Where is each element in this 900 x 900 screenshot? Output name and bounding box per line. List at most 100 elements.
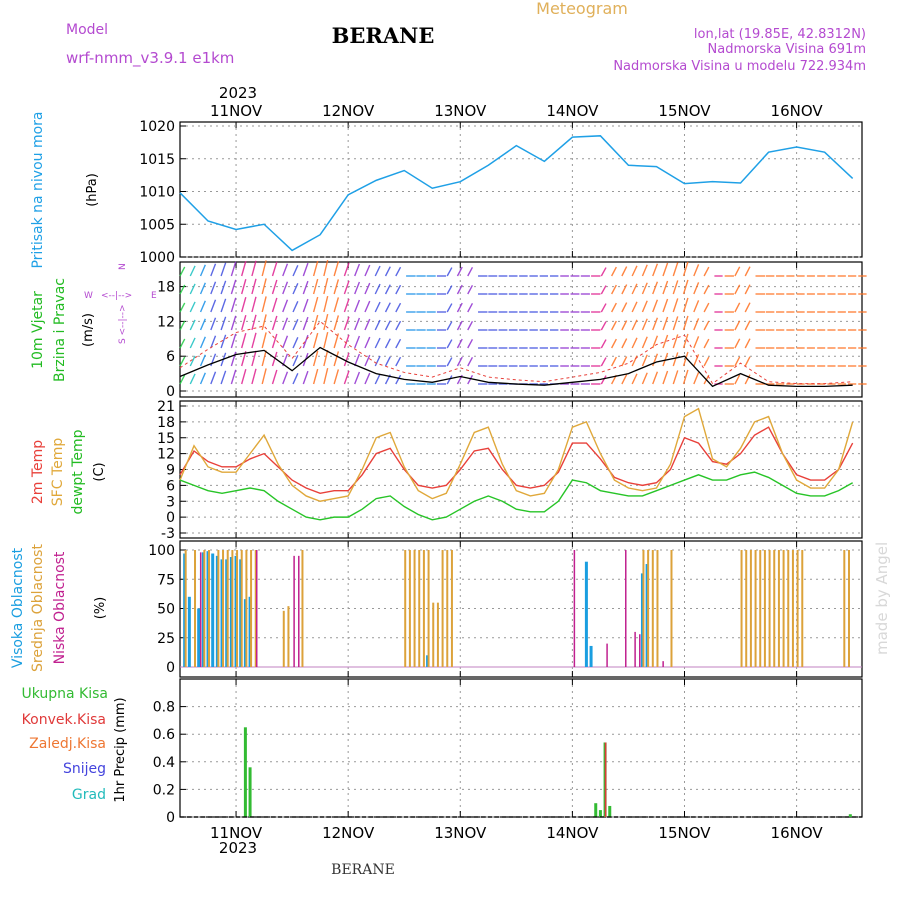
- wind-barb: [467, 302, 474, 313]
- low-cloud-bar: [199, 552, 202, 667]
- mid-cloud-bar: [422, 550, 425, 667]
- wind-barb: [446, 375, 453, 385]
- temp2m-series-line: [179, 426, 854, 495]
- wind-barb: [600, 375, 607, 385]
- wind-barb: [189, 337, 196, 349]
- wind-barb: [374, 265, 381, 277]
- mid-cloud-bar: [427, 550, 430, 667]
- wind-barb: [333, 315, 340, 331]
- wind-barb: [179, 320, 186, 331]
- wind-barb: [333, 297, 340, 313]
- y-tick-label: 1000: [139, 250, 175, 266]
- y-tick-label: 12: [157, 314, 175, 330]
- wind-barb: [631, 283, 638, 295]
- wind-barb: [230, 261, 237, 277]
- wind-barb: [682, 369, 689, 385]
- wind-barb: [343, 316, 350, 331]
- precip-ylabel: 1hr Precip (mm): [113, 697, 128, 802]
- wind-barb: [240, 279, 247, 295]
- wind-panel: 0 6 12 18: [157, 259, 867, 400]
- wind-barb: [734, 284, 741, 295]
- compass-arrow-v: <--|-->: [118, 304, 128, 335]
- wind-barb: [631, 265, 638, 277]
- mid-cloud-bar: [777, 550, 780, 667]
- mid-cloud-bar: [301, 550, 304, 667]
- wind-barb: [693, 354, 700, 367]
- low-cloud-bar: [634, 631, 636, 667]
- wind-barb: [446, 285, 453, 295]
- wind-barb: [456, 338, 463, 349]
- wind-barb: [240, 369, 247, 385]
- bottom-day-labels: 11NOV 12NOV 13NOV 14NOV 15NOV 16NOV: [210, 824, 823, 842]
- wind-barb: [446, 267, 453, 277]
- station-title: BERANE: [332, 23, 435, 48]
- wind-barb: [312, 278, 319, 295]
- precip-legend-graupel: Grad: [72, 787, 106, 803]
- wind-barb: [703, 284, 710, 295]
- wind-barb: [251, 350, 257, 367]
- cloud-unit: (%): [93, 597, 108, 620]
- bottom-day-label: 14NOV: [546, 824, 599, 842]
- wind-barb: [631, 337, 638, 349]
- dewpoint-ylabel: dewpt Temp: [70, 429, 86, 514]
- wind-barb: [446, 321, 453, 331]
- wind-barb: [364, 282, 371, 295]
- mid-cloud-bar: [184, 550, 187, 667]
- wind-barb: [446, 357, 453, 367]
- wind-barb: [693, 336, 700, 349]
- mid-cloud-bar: [404, 550, 407, 667]
- footer-station: BERANE: [331, 862, 395, 878]
- wind-barb: [621, 284, 628, 295]
- wind-barb: [302, 262, 309, 277]
- mid-cloud-bar: [768, 550, 771, 667]
- wind-barb: [672, 316, 679, 331]
- wind-barb: [343, 280, 350, 295]
- mid-cloud-bar: [791, 550, 794, 667]
- compass-east: E: [151, 291, 157, 301]
- wind-barb: [652, 335, 659, 349]
- wind-barb: [271, 279, 278, 295]
- wind-barb: [662, 262, 669, 277]
- wind-barb: [611, 284, 617, 295]
- wind-barb: [682, 333, 689, 349]
- mid-cloud-bar: [194, 550, 197, 667]
- wind-barb: [230, 333, 237, 349]
- wind-barb: [354, 335, 361, 349]
- wind-barb: [682, 261, 689, 277]
- low-cloud-bar: [606, 643, 608, 667]
- mid-cloud-bar: [217, 550, 220, 667]
- wind-barb: [210, 371, 217, 385]
- wind-barb: [292, 283, 299, 295]
- watermark: made by Angel: [873, 542, 891, 655]
- wind-barb: [240, 315, 247, 331]
- wind-barb: [682, 297, 689, 313]
- wind-barb: [611, 356, 617, 367]
- y-tick-label: 1020: [139, 119, 175, 135]
- y-tick-label: 0.6: [153, 727, 175, 743]
- wind-barb: [220, 298, 227, 313]
- wind-barb: [364, 300, 371, 313]
- wind-barb: [282, 263, 289, 277]
- wind-barb: [240, 261, 247, 277]
- wind-barb: [240, 297, 247, 313]
- temp2m-ylabel: 2m Temp: [30, 440, 46, 504]
- wind-barb: [323, 277, 329, 295]
- mid-cloud-bar: [240, 550, 243, 667]
- wind-barb: [364, 336, 371, 349]
- wind-barb: [364, 318, 371, 331]
- wind-barb: [179, 266, 186, 277]
- wind-barb: [395, 266, 402, 277]
- precip-unit: (mm): [113, 697, 128, 732]
- low-cloud-bar: [639, 634, 641, 667]
- wind-barb: [374, 319, 381, 331]
- mid-cloud-bar: [436, 602, 439, 667]
- wind-barb: [374, 373, 381, 385]
- y-tick-label: 0.8: [153, 700, 175, 716]
- mid-cloud-bar: [801, 550, 804, 667]
- wind-barb: [456, 320, 463, 331]
- low-cloud-bar: [573, 550, 576, 667]
- precip-conv-bar: [604, 742, 607, 817]
- wind-barb: [292, 355, 299, 367]
- wind-barb: [179, 338, 186, 349]
- wind-barb: [703, 320, 710, 331]
